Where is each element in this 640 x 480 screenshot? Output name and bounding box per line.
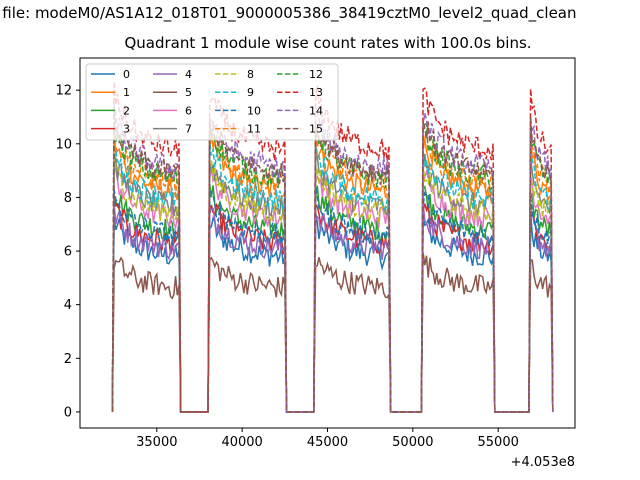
legend-label-4: 4 [185,68,192,81]
legend-label-8: 8 [247,68,254,81]
x-tick-label: 35000 [136,435,177,450]
legend-label-1: 1 [123,86,130,99]
chart-title: Quadrant 1 module wise count rates with … [124,34,532,52]
y-tick-label: 0 [64,405,72,420]
series-line-6 [111,164,554,413]
series-line-11 [111,122,554,413]
legend-label-11: 11 [247,123,261,136]
legend-label-10: 10 [247,104,261,117]
legend-label-6: 6 [185,104,192,117]
y-tick-label: 8 [64,191,72,206]
series-lines [111,81,554,413]
series-line-0 [111,211,554,413]
figure-suptitle: n file: modeM0/AS1A12_018T01_9000005386_… [0,4,577,22]
legend-box [85,63,339,141]
x-tick-label: 45000 [307,435,348,450]
x-tick-label: 50000 [392,435,433,450]
legend-label-5: 5 [185,86,192,99]
legend-label-2: 2 [123,104,130,117]
legend-label-15: 15 [309,123,323,136]
series-line-8 [111,160,554,413]
series-line-4 [111,202,554,413]
legend-label-9: 9 [247,86,254,99]
legend-label-13: 13 [309,86,323,99]
legend-label-3: 3 [123,123,130,136]
y-tick-label: 12 [55,84,72,99]
y-tick-label: 2 [64,352,72,367]
series-line-10 [111,187,554,413]
series-line-9 [111,141,554,413]
legend-label-7: 7 [185,123,192,136]
x-tick-label: 55000 [478,435,519,450]
y-tick-label: 10 [55,137,72,152]
series-line-2 [111,183,554,413]
legend-label-12: 12 [309,68,323,81]
legend-label-14: 14 [309,104,323,117]
series-line-5 [111,251,554,413]
x-offset-label: +4.053e8 [511,455,575,470]
y-tick-label: 6 [64,245,72,260]
legend-label-0: 0 [123,68,130,81]
y-tick-label: 4 [64,298,72,313]
x-tick-label: 40000 [221,435,262,450]
series-line-12 [111,122,554,413]
